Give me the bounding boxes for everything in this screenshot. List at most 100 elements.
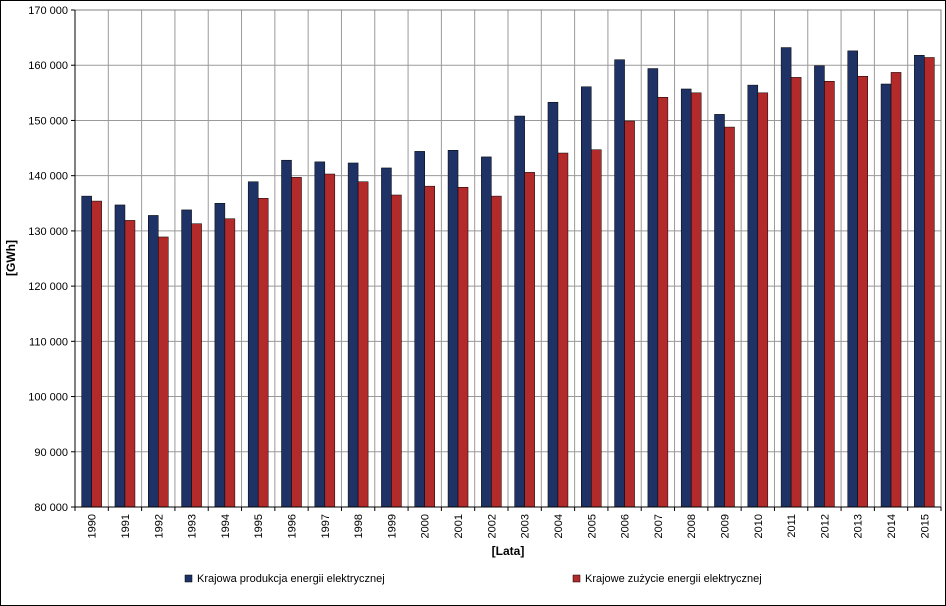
- x-tick-label: 1994: [220, 514, 232, 538]
- bar-produkcja-2010: [747, 84, 759, 508]
- x-tick-label: 1993: [187, 514, 199, 538]
- bar-produkcja-1998: [347, 162, 359, 508]
- x-tick-label: 1997: [320, 514, 332, 538]
- x-tick-label: 2010: [753, 514, 765, 538]
- x-tick-label: 1996: [287, 514, 299, 538]
- bar-zuzycie-1998: [357, 181, 369, 508]
- x-tick-label: 2000: [420, 514, 432, 538]
- bar-zuzycie-1994: [224, 218, 236, 508]
- bar-zuzycie-2002: [491, 195, 502, 508]
- bar-zuzycie-2001: [457, 187, 469, 508]
- y-tick-label: 160 000: [28, 60, 68, 72]
- bar-produkcja-2012: [814, 65, 825, 508]
- bar-produkcja-1993: [181, 209, 192, 508]
- x-tick-label: 2006: [620, 514, 632, 538]
- bar-produkcja-1992: [148, 215, 159, 508]
- y-tick-label: 100 000: [28, 392, 68, 404]
- y-axis-title: [GWh]: [4, 240, 18, 276]
- x-tick-label: 1995: [253, 514, 265, 538]
- bar-produkcja-1997: [314, 161, 326, 508]
- bar-produkcja-2001: [447, 150, 459, 508]
- bar-zuzycie-2012: [824, 80, 835, 508]
- bar-produkcja-2008: [680, 88, 692, 508]
- bar-produkcja-2013: [847, 50, 858, 508]
- legend: Krajowa produkcja energii elektrycznej Kr…: [184, 573, 762, 585]
- bar-zuzycie-1990: [91, 200, 102, 508]
- bars: [81, 47, 935, 508]
- bar-produkcja-2007: [647, 68, 659, 508]
- x-tick-label: 2002: [486, 514, 498, 538]
- bar-zuzycie-2005: [591, 149, 602, 508]
- bar-zuzycie-1992: [158, 236, 169, 508]
- bar-zuzycie-2009: [724, 126, 735, 508]
- y-tick-label: 80 000: [34, 502, 68, 514]
- bar-zuzycie-1991: [124, 220, 136, 508]
- y-tick-label: 170 000: [28, 5, 68, 17]
- y-tick-label: 130 000: [28, 226, 68, 238]
- bar-zuzycie-1997: [324, 173, 336, 508]
- bar-zuzycie-2000: [424, 185, 435, 508]
- bar-produkcja-2011: [780, 47, 792, 508]
- bar-zuzycie-2003: [524, 172, 535, 508]
- y-tick-label: 120 000: [28, 281, 68, 293]
- x-tick-label: 1992: [153, 514, 165, 538]
- bar-produkcja-2009: [714, 114, 725, 508]
- x-tick-label: 1991: [120, 514, 132, 538]
- bar-zuzycie-1999: [391, 194, 402, 508]
- x-tick-label: 1990: [87, 514, 99, 538]
- bar-produkcja-2014: [880, 83, 892, 508]
- bar-produkcja-2000: [414, 151, 425, 508]
- bar-produkcja-2003: [514, 115, 525, 508]
- bar-produkcja-1990: [81, 195, 92, 508]
- legend-label: Krajowa produkcja energii elektrycznej: [197, 573, 385, 585]
- x-tick-label: 2001: [453, 514, 465, 538]
- x-tick-labels: 1990 1991 1992 1993 1994 1995 1996 1997 1998 1999…: [87, 514, 932, 538]
- legend-swatch: [184, 574, 193, 583]
- bar-zuzycie-1995: [257, 198, 269, 508]
- x-tick-label: 2011: [786, 514, 798, 538]
- x-tick-label: 2015: [919, 514, 931, 538]
- bar-zuzycie-2008: [690, 92, 702, 508]
- bar-produkcja-1999: [381, 167, 392, 508]
- bar-zuzycie-2007: [657, 97, 669, 508]
- x-tick-label: 2012: [819, 514, 831, 538]
- x-tick-label: 2004: [553, 514, 565, 538]
- bar-zuzycie-2015: [924, 57, 935, 508]
- bar-produkcja-1991: [114, 204, 126, 508]
- axes: [71, 9, 942, 511]
- y-tick-label: 110 000: [29, 336, 68, 348]
- bar-zuzycie-2011: [790, 77, 802, 508]
- bar-zuzycie-1993: [191, 223, 202, 508]
- bar-produkcja-1995: [247, 181, 259, 508]
- bar-zuzycie-2013: [857, 76, 868, 508]
- y-tick-label: 140 000: [28, 171, 68, 183]
- bar-produkcja-2004: [547, 101, 559, 508]
- bar-zuzycie-1996: [291, 177, 302, 508]
- x-tick-label: 2007: [653, 514, 665, 538]
- y-tick-label: 150 000: [28, 115, 68, 127]
- x-tick-label: 2013: [853, 514, 865, 538]
- bar-produkcja-2015: [914, 55, 925, 508]
- legend-label: Krajowe zużycie energii elektrycznej: [585, 573, 762, 585]
- x-tick-label: 1999: [386, 514, 398, 538]
- bar-zuzycie-2004: [557, 152, 569, 508]
- bar-produkcja-1996: [281, 159, 292, 508]
- x-tick-label: 2014: [886, 514, 898, 538]
- bar-zuzycie-2014: [890, 72, 902, 508]
- legend-swatch: [572, 574, 581, 583]
- y-tick-label: 90 000: [34, 447, 68, 459]
- y-tick-labels: 80 000 90 000 100 000 110 000 120 000 130 000…: [28, 5, 68, 514]
- bar-produkcja-2006: [614, 59, 625, 508]
- bar-produkcja-2002: [481, 156, 492, 508]
- bar-zuzycie-2010: [757, 92, 769, 508]
- x-tick-label: 2005: [586, 514, 598, 538]
- x-tick-label: 2008: [686, 514, 698, 538]
- bar-produkcja-1994: [214, 203, 226, 508]
- x-tick-label: 2009: [720, 514, 732, 538]
- bar-produkcja-2005: [581, 86, 592, 508]
- x-tick-label: 2003: [520, 514, 532, 538]
- x-tick-label: 1998: [353, 514, 365, 538]
- x-axis-title: [Lata]: [492, 544, 525, 558]
